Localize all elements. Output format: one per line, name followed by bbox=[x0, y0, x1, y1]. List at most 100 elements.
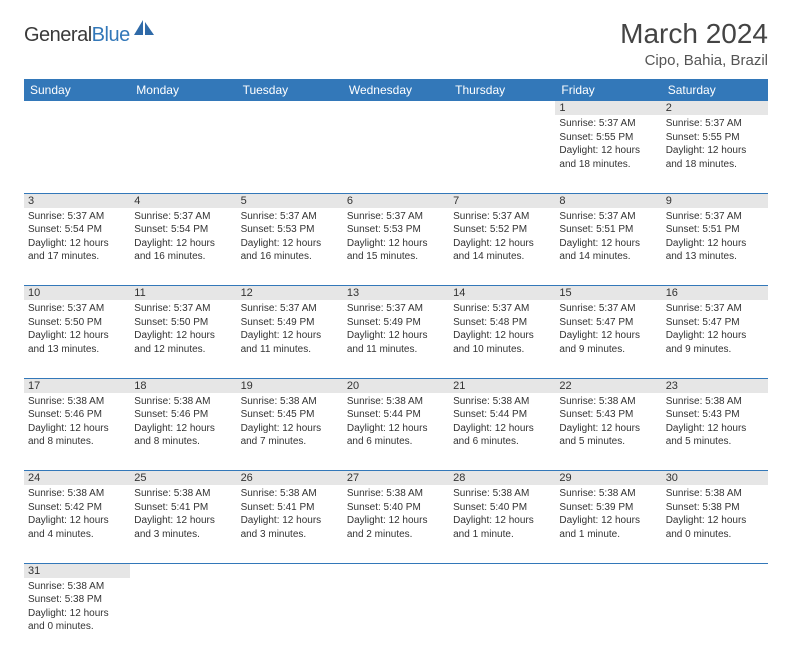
day-cell: Sunrise: 5:37 AMSunset: 5:50 PMDaylight:… bbox=[130, 300, 236, 378]
day-cell-text: Sunrise: 5:37 AMSunset: 5:49 PMDaylight:… bbox=[241, 302, 339, 356]
day-number-cell bbox=[237, 101, 343, 115]
day-cell: Sunrise: 5:37 AMSunset: 5:55 PMDaylight:… bbox=[555, 115, 661, 193]
day-cell-text: Sunrise: 5:38 AMSunset: 5:44 PMDaylight:… bbox=[347, 395, 445, 449]
day-content-row: Sunrise: 5:38 AMSunset: 5:38 PMDaylight:… bbox=[24, 578, 768, 656]
day-cell: Sunrise: 5:38 AMSunset: 5:39 PMDaylight:… bbox=[555, 485, 661, 563]
weekday-header-row: Sunday Monday Tuesday Wednesday Thursday… bbox=[24, 79, 768, 101]
day-cell bbox=[662, 578, 768, 656]
day-cell: Sunrise: 5:37 AMSunset: 5:52 PMDaylight:… bbox=[449, 208, 555, 286]
day-content-row: Sunrise: 5:37 AMSunset: 5:54 PMDaylight:… bbox=[24, 208, 768, 286]
day-cell bbox=[343, 578, 449, 656]
day-number-cell: 30 bbox=[662, 471, 768, 486]
day-cell: Sunrise: 5:37 AMSunset: 5:50 PMDaylight:… bbox=[24, 300, 130, 378]
day-number-cell: 18 bbox=[130, 378, 236, 393]
day-cell-text: Sunrise: 5:38 AMSunset: 5:41 PMDaylight:… bbox=[241, 487, 339, 541]
day-cell-text: Sunrise: 5:37 AMSunset: 5:47 PMDaylight:… bbox=[559, 302, 657, 356]
header-friday: Friday bbox=[555, 79, 661, 101]
day-cell: Sunrise: 5:37 AMSunset: 5:54 PMDaylight:… bbox=[24, 208, 130, 286]
day-cell bbox=[237, 578, 343, 656]
day-cell-text: Sunrise: 5:37 AMSunset: 5:49 PMDaylight:… bbox=[347, 302, 445, 356]
header-thursday: Thursday bbox=[449, 79, 555, 101]
day-cell bbox=[237, 115, 343, 193]
day-number-row: 24252627282930 bbox=[24, 471, 768, 486]
day-cell: Sunrise: 5:37 AMSunset: 5:53 PMDaylight:… bbox=[237, 208, 343, 286]
day-number-row: 12 bbox=[24, 101, 768, 115]
day-number-cell bbox=[662, 563, 768, 578]
day-cell: Sunrise: 5:38 AMSunset: 5:46 PMDaylight:… bbox=[24, 393, 130, 471]
day-number-cell: 24 bbox=[24, 471, 130, 486]
day-cell-text: Sunrise: 5:38 AMSunset: 5:41 PMDaylight:… bbox=[134, 487, 232, 541]
day-number-cell: 10 bbox=[24, 286, 130, 301]
logo-text-general: General bbox=[24, 24, 92, 47]
day-number-cell: 3 bbox=[24, 193, 130, 208]
day-number-cell bbox=[343, 563, 449, 578]
sail-icon bbox=[134, 20, 156, 43]
day-number-cell: 7 bbox=[449, 193, 555, 208]
day-cell-text: Sunrise: 5:37 AMSunset: 5:50 PMDaylight:… bbox=[134, 302, 232, 356]
day-cell-text: Sunrise: 5:37 AMSunset: 5:47 PMDaylight:… bbox=[666, 302, 764, 356]
day-number-cell: 1 bbox=[555, 101, 661, 115]
logo: GeneralBlue bbox=[24, 18, 156, 47]
header-saturday: Saturday bbox=[662, 79, 768, 101]
day-cell: Sunrise: 5:38 AMSunset: 5:41 PMDaylight:… bbox=[130, 485, 236, 563]
header-wednesday: Wednesday bbox=[343, 79, 449, 101]
day-cell-text: Sunrise: 5:37 AMSunset: 5:55 PMDaylight:… bbox=[666, 117, 764, 171]
day-number-cell: 5 bbox=[237, 193, 343, 208]
title-block: March 2024 Cipo, Bahia, Brazil bbox=[620, 18, 768, 69]
day-cell: Sunrise: 5:37 AMSunset: 5:55 PMDaylight:… bbox=[662, 115, 768, 193]
day-number-cell: 19 bbox=[237, 378, 343, 393]
day-cell: Sunrise: 5:37 AMSunset: 5:51 PMDaylight:… bbox=[662, 208, 768, 286]
day-cell bbox=[130, 115, 236, 193]
day-cell-text: Sunrise: 5:38 AMSunset: 5:45 PMDaylight:… bbox=[241, 395, 339, 449]
header: GeneralBlue March 2024 Cipo, Bahia, Braz… bbox=[24, 18, 768, 69]
month-title: March 2024 bbox=[620, 18, 768, 50]
day-cell: Sunrise: 5:38 AMSunset: 5:40 PMDaylight:… bbox=[449, 485, 555, 563]
day-number-cell: 11 bbox=[130, 286, 236, 301]
day-number-cell: 15 bbox=[555, 286, 661, 301]
day-number-cell: 8 bbox=[555, 193, 661, 208]
day-cell: Sunrise: 5:37 AMSunset: 5:47 PMDaylight:… bbox=[662, 300, 768, 378]
day-number-cell: 26 bbox=[237, 471, 343, 486]
day-content-row: Sunrise: 5:38 AMSunset: 5:46 PMDaylight:… bbox=[24, 393, 768, 471]
day-cell bbox=[449, 115, 555, 193]
day-cell-text: Sunrise: 5:38 AMSunset: 5:42 PMDaylight:… bbox=[28, 487, 126, 541]
day-number-cell: 6 bbox=[343, 193, 449, 208]
day-cell-text: Sunrise: 5:38 AMSunset: 5:44 PMDaylight:… bbox=[453, 395, 551, 449]
day-cell-text: Sunrise: 5:37 AMSunset: 5:53 PMDaylight:… bbox=[241, 210, 339, 264]
day-cell-text: Sunrise: 5:37 AMSunset: 5:51 PMDaylight:… bbox=[559, 210, 657, 264]
day-cell: Sunrise: 5:38 AMSunset: 5:40 PMDaylight:… bbox=[343, 485, 449, 563]
day-cell-text: Sunrise: 5:38 AMSunset: 5:40 PMDaylight:… bbox=[347, 487, 445, 541]
day-cell: Sunrise: 5:37 AMSunset: 5:54 PMDaylight:… bbox=[130, 208, 236, 286]
day-cell bbox=[130, 578, 236, 656]
day-cell: Sunrise: 5:38 AMSunset: 5:46 PMDaylight:… bbox=[130, 393, 236, 471]
day-cell-text: Sunrise: 5:37 AMSunset: 5:52 PMDaylight:… bbox=[453, 210, 551, 264]
day-number-cell bbox=[343, 101, 449, 115]
day-cell-text: Sunrise: 5:37 AMSunset: 5:54 PMDaylight:… bbox=[28, 210, 126, 264]
day-cell: Sunrise: 5:38 AMSunset: 5:41 PMDaylight:… bbox=[237, 485, 343, 563]
day-cell-text: Sunrise: 5:38 AMSunset: 5:38 PMDaylight:… bbox=[666, 487, 764, 541]
header-sunday: Sunday bbox=[24, 79, 130, 101]
header-tuesday: Tuesday bbox=[237, 79, 343, 101]
day-cell bbox=[555, 578, 661, 656]
day-number-cell bbox=[130, 101, 236, 115]
day-number-cell: 31 bbox=[24, 563, 130, 578]
day-cell: Sunrise: 5:38 AMSunset: 5:45 PMDaylight:… bbox=[237, 393, 343, 471]
day-number-cell bbox=[237, 563, 343, 578]
day-number-cell: 16 bbox=[662, 286, 768, 301]
day-cell: Sunrise: 5:37 AMSunset: 5:49 PMDaylight:… bbox=[237, 300, 343, 378]
day-cell: Sunrise: 5:38 AMSunset: 5:38 PMDaylight:… bbox=[24, 578, 130, 656]
day-number-cell: 28 bbox=[449, 471, 555, 486]
day-number-cell: 22 bbox=[555, 378, 661, 393]
day-cell-text: Sunrise: 5:37 AMSunset: 5:51 PMDaylight:… bbox=[666, 210, 764, 264]
day-number-cell: 29 bbox=[555, 471, 661, 486]
day-cell: Sunrise: 5:37 AMSunset: 5:53 PMDaylight:… bbox=[343, 208, 449, 286]
day-number-cell bbox=[130, 563, 236, 578]
day-number-cell bbox=[449, 101, 555, 115]
day-cell-text: Sunrise: 5:38 AMSunset: 5:43 PMDaylight:… bbox=[666, 395, 764, 449]
calendar-table: Sunday Monday Tuesday Wednesday Thursday… bbox=[24, 79, 768, 656]
day-cell-text: Sunrise: 5:37 AMSunset: 5:53 PMDaylight:… bbox=[347, 210, 445, 264]
day-cell-text: Sunrise: 5:37 AMSunset: 5:48 PMDaylight:… bbox=[453, 302, 551, 356]
day-cell-text: Sunrise: 5:37 AMSunset: 5:55 PMDaylight:… bbox=[559, 117, 657, 171]
day-number-cell bbox=[555, 563, 661, 578]
day-number-cell: 20 bbox=[343, 378, 449, 393]
